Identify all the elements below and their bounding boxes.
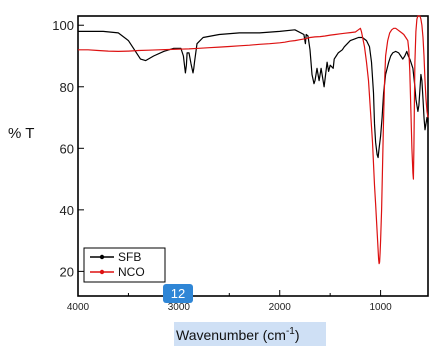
x-tick-label: 3000	[168, 302, 191, 313]
legend-box	[83, 247, 166, 283]
legend-label-nco: NCO	[118, 265, 145, 279]
x-tick-label: 4000	[67, 302, 90, 313]
y-axis-label: % T	[8, 125, 34, 142]
y-tick-label: 100	[52, 18, 74, 33]
legend-label-sfb: SFB	[118, 250, 141, 264]
series-line-nco	[78, 15, 429, 265]
x-axis-label: Wavenumber (cm-1)	[176, 326, 300, 343]
legend-marker-sfb	[99, 254, 105, 260]
x-axis-label-sup: -1	[286, 326, 295, 337]
y-tick-label: 60	[60, 141, 74, 156]
x-axis-label-close: )	[295, 327, 300, 343]
series-layer	[78, 15, 429, 265]
selection-badge-box[interactable]	[163, 284, 193, 303]
x-tick-label: 1000	[369, 302, 392, 313]
y-tick-label: 20	[60, 264, 74, 279]
y-axis-ticks: 20 40 60 80 100	[52, 18, 84, 279]
x-axis-label-main: Wavenumber (cm	[176, 327, 286, 343]
selection-badge-label[interactable]: 12	[171, 286, 185, 301]
xlabel-selection-highlight	[174, 322, 326, 346]
x-axis-ticks: 4000 3000 2000 1000	[67, 290, 392, 313]
series-line-sfb	[78, 29, 429, 159]
plot-frame	[77, 15, 429, 297]
selection-badge[interactable]: 12	[163, 284, 193, 303]
legend-marker-nco	[99, 269, 105, 275]
x-tick-label: 2000	[269, 302, 292, 313]
legend: SFB NCO	[83, 247, 166, 283]
y-tick-label: 40	[60, 203, 74, 218]
y-tick-label: 80	[60, 80, 74, 95]
